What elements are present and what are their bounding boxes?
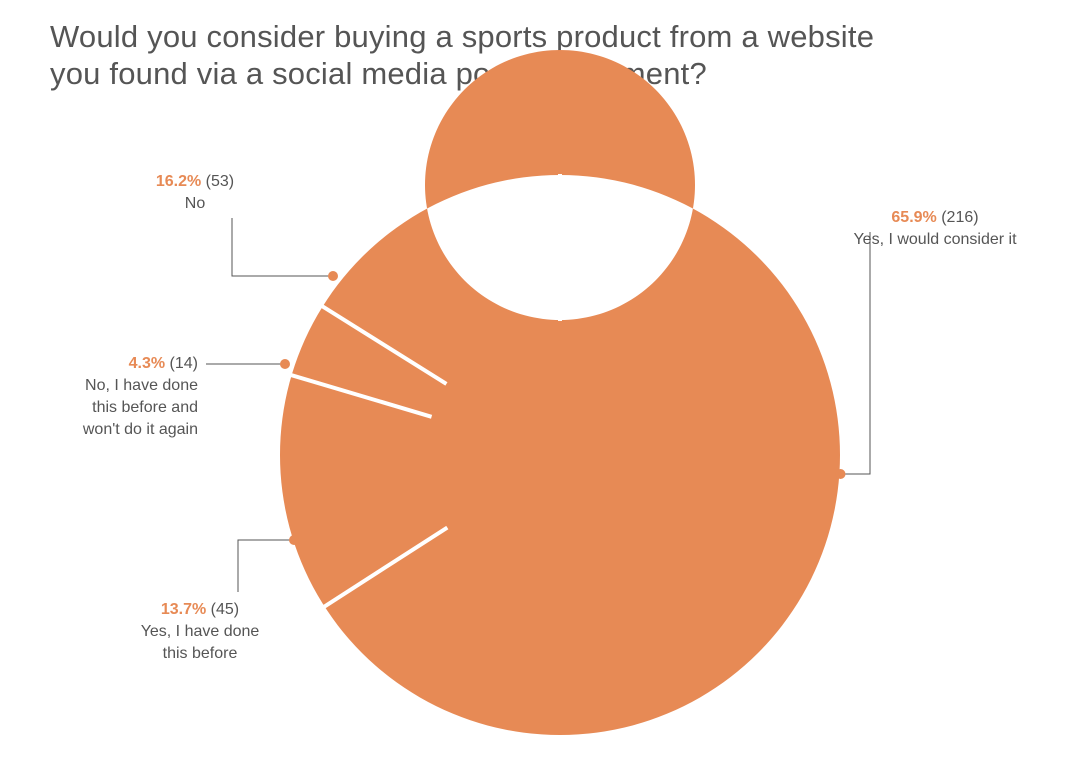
callout-leader (232, 218, 333, 276)
callout-lbl: won't do it again (82, 421, 198, 438)
callout-pct: 65.9% (891, 209, 936, 226)
callout-text-line: this before (163, 645, 238, 662)
callout-text-line: No (185, 195, 206, 212)
callout-text-line: 13.7% (45) (161, 601, 239, 618)
callout-cnt: (216) (937, 209, 979, 226)
callout-text-line: Yes, I have done (141, 623, 260, 640)
callout-lbl: this before and (92, 399, 198, 416)
callout-lbl: Yes, I would consider it (853, 231, 1017, 248)
callout-text-line: No, I have done (85, 377, 198, 394)
callout-dot (280, 359, 290, 369)
callout-text-line: 65.9% (216) (891, 209, 978, 226)
donut-chart: 65.9% (216) Yes, I would consider it 13.7%… (0, 0, 1070, 761)
callout-text-line: 16.2% (53) (156, 173, 234, 190)
callout-text-line: this before and (92, 399, 198, 416)
callout-dot (328, 271, 338, 281)
callout-lbl: this before (163, 645, 238, 662)
callout-pct: 13.7% (161, 601, 206, 618)
callout-no: 16.2% (53) No (156, 173, 338, 281)
chart-page: Would you consider buying a sports produ… (0, 0, 1070, 761)
donut-ring (280, 50, 840, 735)
callout-pct: 16.2% (156, 173, 201, 190)
callout-cnt: (53) (201, 173, 234, 190)
callout-yes-done-before: 13.7% (45) Yes, I have done this before (141, 535, 299, 662)
callout-dot (836, 469, 846, 479)
callout-cnt: (45) (206, 601, 239, 618)
callout-no-done-before: 4.3% (14) No, I have done this before and w… (82, 355, 290, 438)
callout-lbl: Yes, I have done (141, 623, 260, 640)
callout-text-line: Yes, I would consider it (853, 231, 1017, 248)
callout-text-line: won't do it again (82, 421, 198, 438)
callout-text-line: 4.3% (14) (129, 355, 198, 372)
callout-leader (238, 540, 294, 592)
callout-lbl: No, I have done (85, 377, 198, 394)
callout-dot (289, 535, 299, 545)
callout-pct: 4.3% (129, 355, 165, 372)
callout-cnt: (14) (165, 355, 198, 372)
callout-yes-consider: 65.9% (216) Yes, I would consider it (836, 209, 1018, 479)
callout-leader (841, 232, 871, 474)
callout-lbl: No (185, 195, 206, 212)
